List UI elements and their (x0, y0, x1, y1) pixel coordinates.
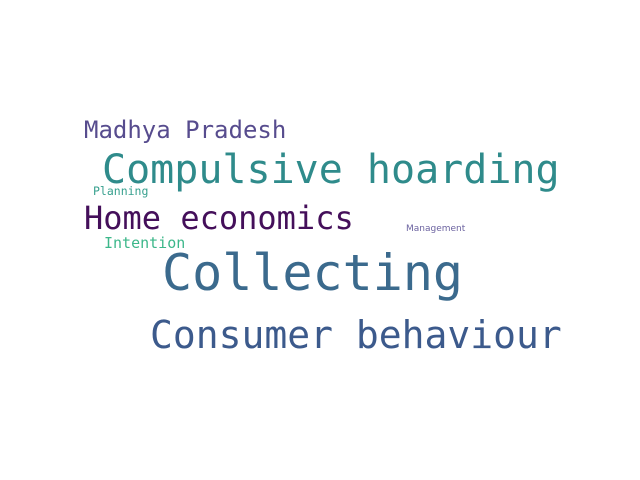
word-management: Management (406, 224, 466, 234)
word-collecting: Collecting (162, 244, 464, 302)
word-home-economics: Home economics (84, 199, 354, 237)
word-intention: Intention (104, 234, 186, 252)
word-planning: Planning (93, 184, 149, 198)
word-compulsive-hoarding: Compulsive hoarding (102, 147, 560, 193)
word-madhya-pradesh: Madhya Pradesh (84, 116, 287, 144)
word-consumer-behaviour: Consumer behaviour (150, 313, 562, 357)
